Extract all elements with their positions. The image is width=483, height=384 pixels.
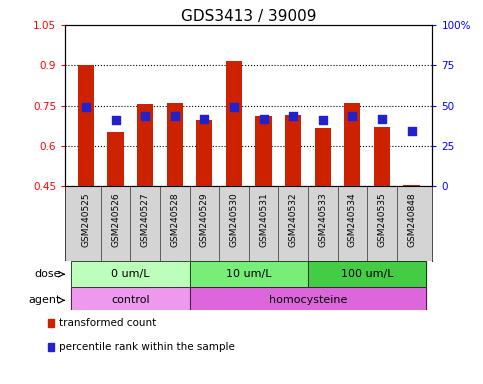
Bar bbox=[48, 343, 55, 351]
Text: GSM240532: GSM240532 bbox=[289, 192, 298, 247]
Text: GSM240528: GSM240528 bbox=[170, 192, 179, 247]
Point bbox=[349, 113, 356, 119]
Text: dose: dose bbox=[34, 269, 61, 279]
Bar bbox=[71, 261, 189, 287]
Bar bbox=[285, 115, 301, 186]
Bar bbox=[189, 287, 426, 313]
Bar bbox=[374, 127, 390, 186]
Text: GSM240530: GSM240530 bbox=[229, 192, 239, 247]
Bar bbox=[189, 261, 308, 287]
Text: percentile rank within the sample: percentile rank within the sample bbox=[59, 342, 235, 352]
Bar bbox=[308, 261, 426, 287]
Text: GSM240525: GSM240525 bbox=[82, 192, 90, 247]
Point bbox=[289, 113, 297, 119]
Point bbox=[141, 113, 149, 119]
Bar bbox=[189, 261, 308, 287]
Text: 100 um/L: 100 um/L bbox=[341, 269, 394, 279]
Text: control: control bbox=[111, 295, 150, 305]
Text: GSM240534: GSM240534 bbox=[348, 192, 357, 247]
Bar bbox=[167, 103, 183, 186]
Bar bbox=[308, 261, 426, 287]
Point bbox=[408, 128, 415, 134]
Point bbox=[260, 116, 268, 122]
Point bbox=[82, 104, 90, 110]
Text: GSM240531: GSM240531 bbox=[259, 192, 268, 247]
Point bbox=[112, 118, 119, 124]
Bar bbox=[403, 185, 420, 186]
Point bbox=[319, 118, 327, 124]
Title: GDS3413 / 39009: GDS3413 / 39009 bbox=[181, 9, 316, 24]
Text: GSM240526: GSM240526 bbox=[111, 192, 120, 247]
Bar bbox=[71, 287, 189, 313]
Bar bbox=[189, 287, 426, 313]
Point bbox=[378, 116, 386, 122]
Bar bbox=[78, 65, 94, 186]
Bar bbox=[196, 121, 213, 186]
Bar bbox=[344, 103, 360, 186]
Text: GSM240529: GSM240529 bbox=[200, 192, 209, 247]
Point bbox=[230, 104, 238, 110]
Text: transformed count: transformed count bbox=[59, 318, 156, 328]
Text: GSM240527: GSM240527 bbox=[141, 192, 150, 247]
Text: agent: agent bbox=[28, 295, 61, 305]
Text: homocysteine: homocysteine bbox=[269, 295, 347, 305]
Text: 10 um/L: 10 um/L bbox=[226, 269, 271, 279]
Bar bbox=[48, 319, 55, 327]
Bar bbox=[314, 128, 331, 186]
Bar bbox=[226, 61, 242, 186]
Point bbox=[171, 113, 179, 119]
Point bbox=[200, 116, 208, 122]
Text: 0 um/L: 0 um/L bbox=[111, 269, 150, 279]
Text: GSM240535: GSM240535 bbox=[377, 192, 386, 247]
Bar bbox=[71, 287, 189, 313]
Bar bbox=[107, 132, 124, 186]
Bar bbox=[256, 116, 272, 186]
Text: GSM240533: GSM240533 bbox=[318, 192, 327, 247]
Bar bbox=[137, 104, 153, 186]
Text: GSM240848: GSM240848 bbox=[407, 192, 416, 247]
Bar bbox=[71, 261, 189, 287]
